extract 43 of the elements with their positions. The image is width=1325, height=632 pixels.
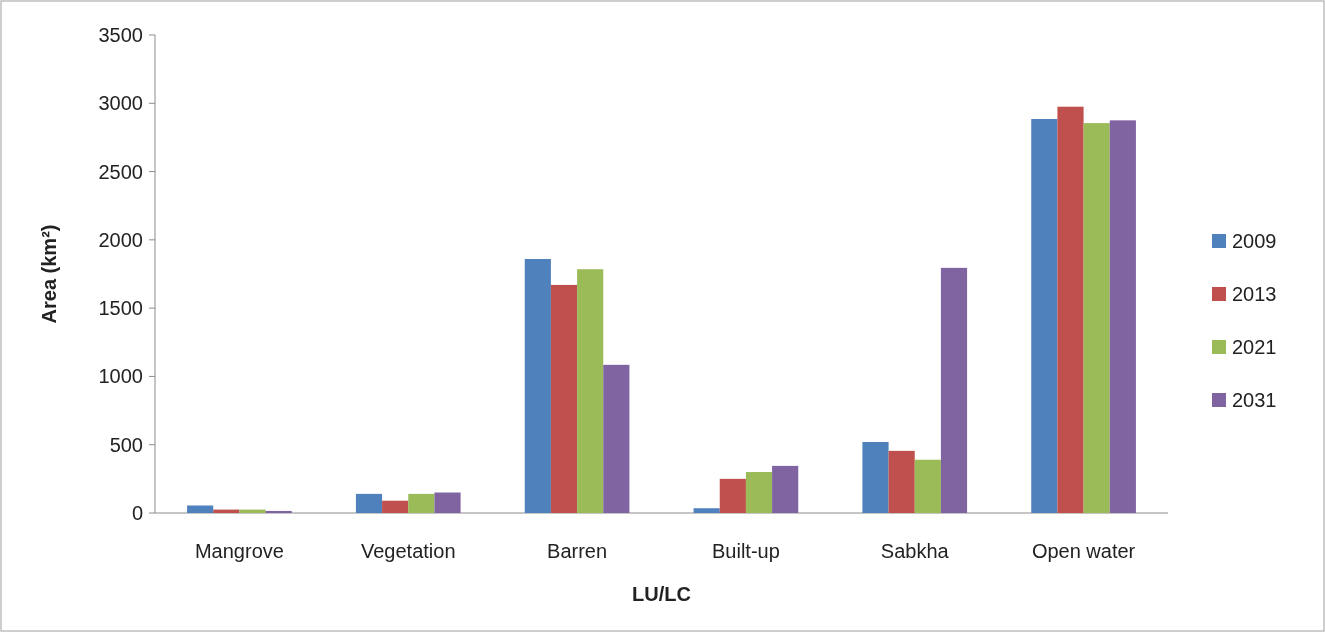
x-tick-label: Built-up [712,540,780,562]
y-tick-label: 2000 [98,228,143,251]
bar [550,284,578,513]
x-tick-label: Sabkha [880,540,950,562]
bar [603,364,630,513]
x-tick-label: Mangrove [194,540,284,562]
bar [772,465,799,513]
bar [434,492,461,513]
bar [1031,118,1058,513]
y-tick-label: 3000 [98,92,143,115]
legend-label: 2021 [1232,336,1277,358]
bar [914,459,941,513]
bar [888,450,915,513]
x-tick-label: Barren [547,540,608,562]
x-tick-label: Open water [1031,540,1136,562]
bar [745,472,773,513]
bar [719,478,746,513]
bar [1083,123,1110,513]
bar [355,493,383,513]
y-axis-title: Area (km²) [38,224,60,324]
bar [1057,106,1084,513]
bar [187,505,214,513]
bar [693,508,720,513]
bar [862,441,889,513]
y-tick-label: 0 [131,502,143,524]
bar [940,267,968,513]
y-tick-label: 3500 [98,24,143,46]
bar [265,510,292,513]
x-tick-label: Vegetation [360,540,456,562]
y-tick-label: 500 [109,433,143,456]
bar [239,509,266,513]
y-tick-label: 1500 [98,297,143,320]
y-tick-label: 2500 [98,160,143,183]
bar [382,500,409,513]
bar [408,493,435,513]
bar [1109,120,1136,513]
legend-label: 2031 [1232,389,1277,411]
y-tick-label: 1000 [98,365,143,388]
bar [577,269,604,513]
bar [524,258,551,513]
x-axis-title: LU/LC [632,583,691,605]
legend-label: 2013 [1232,283,1277,305]
legend-label: 2009 [1232,230,1277,252]
